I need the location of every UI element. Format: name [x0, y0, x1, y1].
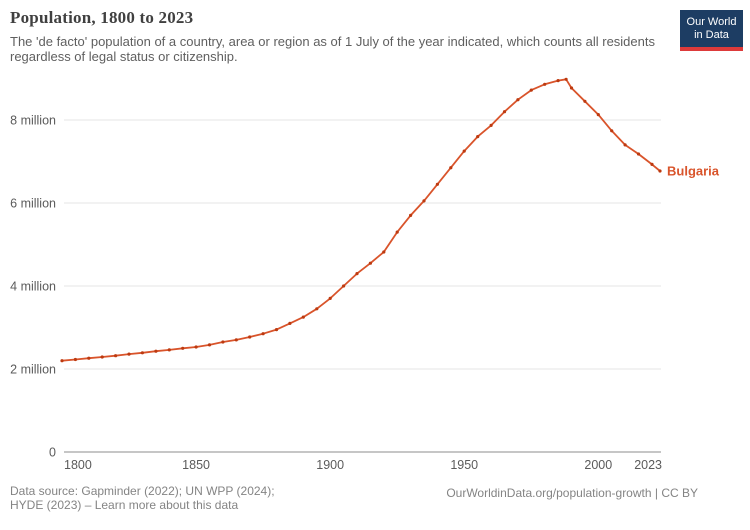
data-point-marker: [100, 355, 104, 359]
x-tick-label: 2023: [634, 458, 662, 472]
data-point-marker: [87, 356, 91, 360]
data-point-marker: [529, 88, 533, 92]
data-point-marker: [328, 296, 332, 300]
x-tick-label: 2000: [584, 458, 612, 472]
data-point-marker: [140, 351, 144, 355]
data-point-marker: [261, 332, 265, 336]
data-point-marker: [650, 162, 654, 166]
data-point-marker: [194, 345, 198, 349]
data-point-marker: [288, 321, 292, 325]
data-point-marker: [435, 182, 439, 186]
data-point-marker: [127, 352, 131, 356]
owid-logo-line2: in Data: [694, 29, 729, 41]
data-point-marker: [422, 199, 426, 203]
y-tick-label: 4 million: [10, 280, 56, 294]
data-point-marker: [60, 359, 64, 363]
data-point-marker: [543, 82, 547, 86]
chart-title: Population, 1800 to 2023: [10, 8, 194, 27]
data-point-marker: [207, 343, 212, 347]
data-point-marker: [248, 335, 252, 339]
data-point-marker: [342, 284, 346, 288]
data-point-marker: [355, 272, 359, 276]
data-point-marker: [181, 346, 185, 350]
data-point-marker: [73, 357, 77, 362]
y-tick-label: 0: [49, 446, 56, 460]
data-point-marker: [301, 315, 305, 319]
data-point-marker: [449, 166, 453, 170]
x-tick-label: 1900: [316, 458, 344, 472]
data-point-marker: [556, 79, 560, 83]
data-point-marker: [476, 135, 480, 139]
y-tick-label: 6 million: [10, 197, 56, 211]
data-source-note: Data source: Gapminder (2022); UN WPP (2…: [10, 484, 275, 512]
series-end-label: Bulgaria: [667, 164, 720, 179]
data-point-marker: [409, 213, 413, 217]
data-point-marker: [583, 99, 587, 103]
footer-url-license: OurWorldinData.org/population-growth | C…: [446, 486, 698, 500]
data-point-marker: [167, 348, 171, 352]
data-point-marker: [658, 169, 662, 173]
data-point-marker: [395, 230, 399, 234]
x-tick-label: 1850: [182, 458, 210, 472]
population-line: [61, 78, 661, 362]
data-point-marker: [462, 149, 466, 153]
data-point-marker: [315, 307, 319, 311]
data-point-marker: [516, 98, 520, 102]
data-point-marker: [623, 143, 627, 147]
data-point-marker: [502, 110, 507, 114]
chart-subtitle: The 'de facto' population of a country, …: [10, 34, 655, 64]
data-point-marker: [610, 129, 614, 133]
data-point-marker: [114, 354, 118, 358]
data-point-marker: [368, 261, 372, 265]
x-tick-label: 1800: [64, 458, 92, 472]
data-point-marker: [221, 340, 225, 344]
data-point-marker: [489, 123, 493, 127]
data-point-marker: [382, 250, 386, 254]
x-tick-label: 1950: [450, 458, 478, 472]
data-point-marker: [274, 328, 279, 332]
data-point-marker: [234, 338, 238, 342]
owid-logo: Our World in Data: [680, 10, 743, 51]
owid-logo-line1: Our World: [686, 16, 737, 28]
data-point-marker: [596, 113, 600, 117]
data-point-marker: [569, 86, 574, 90]
y-tick-label: 2 million: [10, 363, 56, 377]
data-point-marker: [154, 349, 158, 353]
y-tick-label: 8 million: [10, 114, 56, 128]
data-point-marker: [636, 152, 641, 156]
data-point-marker: [564, 77, 568, 81]
